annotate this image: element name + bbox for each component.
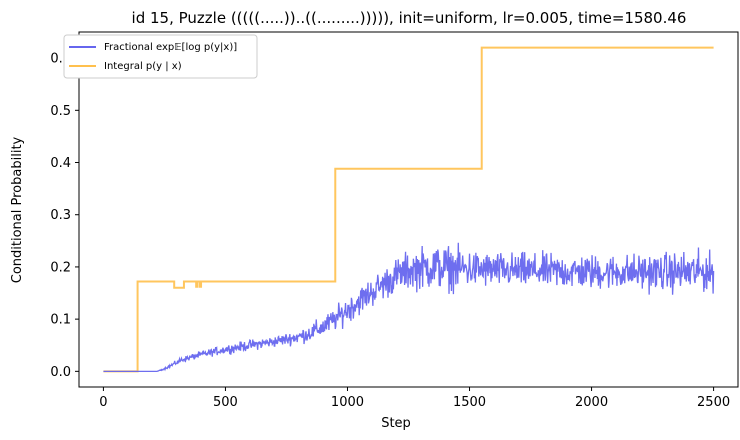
legend-box (63, 34, 258, 79)
x-tick-label: 500 (213, 395, 238, 410)
x-tick-label: 1000 (331, 395, 364, 410)
plot-frame (78, 31, 739, 388)
y-tick-label: 0.5 (50, 104, 71, 119)
y-tick-label: 0.4 (50, 156, 71, 171)
y-tick-label: 0.0 (50, 365, 71, 380)
y-axis-label: Conditional Probability (10, 136, 25, 283)
x-axis: 0 500 1000 1500 2000 2500 (99, 387, 730, 410)
x-axis-label: Step (381, 416, 411, 431)
series-integral-line (103, 46, 714, 373)
x-tick-label: 1500 (453, 395, 486, 410)
chart-title: id 15, Puzzle (((((.....))..((.........)… (132, 9, 687, 27)
y-axis: 0.00.10.20.30.40.50.6 (50, 52, 79, 380)
y-tick-label: 0.1 (50, 313, 71, 328)
x-tick-label: 2000 (575, 395, 608, 410)
legend-label-fractional: Fractional exp𝔼[log p(y|x)] (104, 42, 237, 53)
y-tick-label: 0.3 (50, 208, 71, 223)
legend-label-integral: Integral p(y | x) (104, 61, 182, 72)
plot-background (79, 32, 738, 387)
plot-area (78, 31, 739, 388)
x-tick-label: 2500 (697, 395, 730, 410)
legend: Fractional exp𝔼[log p(y|x)] Integral p(y… (63, 34, 258, 79)
series-layer (103, 46, 715, 373)
y-tick-label: 0.2 (50, 260, 71, 275)
x-tick-label: 0 (99, 395, 107, 410)
series-fractional-line (103, 242, 715, 372)
